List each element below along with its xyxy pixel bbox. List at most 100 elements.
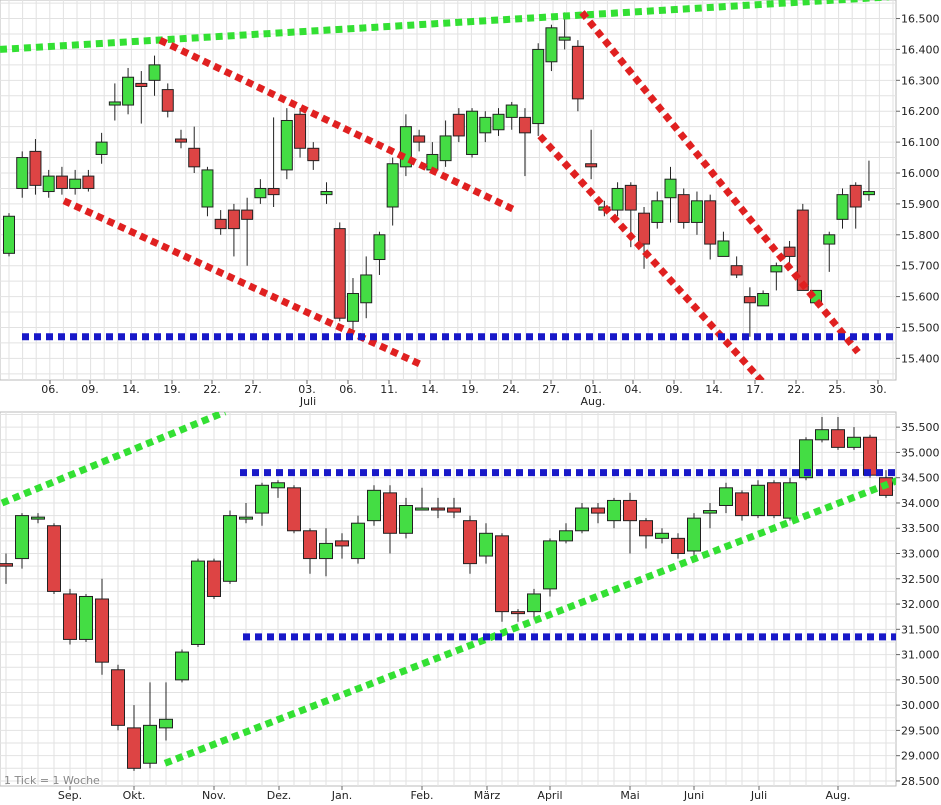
candle-body — [558, 36, 571, 41]
candle-body — [383, 492, 397, 534]
tick-note: 1 Tick = 1 Woche — [4, 774, 100, 787]
bottom-y-axis-labels: 35.500 35.000 34.500 34.000 33.500 33.000 32.5… — [896, 421, 940, 788]
candle-body — [271, 482, 285, 489]
top-month-label-juli: Juli — [299, 395, 316, 408]
candle-body — [320, 191, 333, 196]
x-tick-label: Okt. — [123, 789, 146, 802]
candle-body — [559, 530, 573, 542]
y-tick-label: 34.500 — [901, 472, 940, 485]
candle-body — [254, 187, 267, 199]
x-tick-label: 06. — [339, 383, 357, 396]
y-tick-label: 15.400 — [901, 352, 940, 365]
candle-body — [743, 296, 756, 304]
candle-body — [29, 150, 42, 186]
candle-body — [148, 64, 161, 81]
candle-body — [836, 194, 849, 220]
candle-body — [161, 89, 174, 112]
trendline — [579, 10, 861, 355]
x-tick-label: 22. — [787, 383, 805, 396]
y-tick-label: 15.900 — [901, 198, 940, 211]
candle-body — [307, 147, 320, 162]
candle-body — [188, 147, 201, 168]
candle-body — [280, 119, 293, 171]
bottom-candles — [0, 417, 893, 771]
candle-body — [333, 228, 346, 319]
top-x-axis-labels: 06. 09. 14. 19. 22. 27. 03. 06. 11. 14. 19. 24. 27. 0… — [41, 380, 887, 396]
candle-body — [585, 163, 598, 168]
candle-body — [591, 507, 605, 514]
candle-body — [95, 598, 109, 663]
candle-body — [783, 482, 797, 519]
candle-body — [373, 234, 386, 261]
candle-body — [607, 499, 621, 522]
candle-body — [143, 724, 157, 764]
candle-body — [545, 27, 558, 63]
x-tick-label: 14. — [421, 383, 439, 396]
trendline — [537, 133, 766, 380]
candle-body — [770, 265, 783, 273]
y-tick-label: 16.100 — [901, 136, 940, 149]
candle-body — [207, 560, 221, 597]
candle-body — [135, 82, 148, 88]
candle-body — [664, 178, 677, 199]
candle-body — [431, 507, 445, 511]
candle-body — [677, 194, 690, 223]
candle-body — [862, 191, 875, 196]
candle-body — [335, 540, 349, 547]
y-tick-label: 31.000 — [901, 649, 940, 662]
bottom-x-axis-labels: Sep. Okt. Nov. Dez. Jan. Feb. März April Mai Juni… — [58, 786, 850, 802]
x-tick-label: Sep. — [58, 789, 82, 802]
candle-body — [479, 116, 492, 134]
candle-body — [360, 274, 373, 304]
bottom-trendlines — [0, 412, 896, 767]
candle-body — [223, 515, 237, 582]
candle-body — [704, 200, 717, 245]
candle-body — [466, 110, 479, 155]
candle-body — [346, 292, 359, 322]
x-tick-label: Mai — [620, 789, 639, 802]
y-tick-label: 16.400 — [901, 43, 940, 56]
top-trendlines — [0, 0, 896, 380]
candle-body — [413, 135, 426, 143]
candle-body — [505, 104, 518, 118]
candle-body — [447, 507, 461, 513]
x-tick-label: April — [537, 789, 562, 802]
candle-body — [796, 209, 809, 291]
y-tick-label: 16.200 — [901, 105, 940, 118]
top-month-label-aug: Aug. — [581, 395, 606, 408]
x-tick-label: 30. — [869, 383, 887, 396]
candle-body — [823, 234, 836, 245]
y-tick-label: 35.000 — [901, 446, 940, 459]
candle-body — [638, 212, 651, 245]
x-tick-label: 27. — [542, 383, 560, 396]
top-plot-area — [0, 0, 897, 381]
candle-body — [847, 436, 861, 448]
candle-body — [463, 520, 477, 565]
candle-body — [227, 209, 240, 230]
candle-body — [108, 101, 121, 106]
x-tick-label: 27. — [244, 383, 262, 396]
candle-body — [287, 487, 301, 532]
x-tick-label: 03. — [298, 383, 316, 396]
candle-body — [399, 505, 413, 534]
bottom-chart-panel: 35.500 35.000 34.500 34.000 33.500 33.000 32.5… — [0, 411, 940, 802]
candle-body — [751, 484, 765, 517]
y-tick-label: 32.000 — [901, 598, 940, 611]
candle-body — [175, 651, 189, 681]
x-tick-label: 14. — [705, 383, 723, 396]
candle-body — [399, 126, 412, 168]
candle-body — [651, 200, 664, 223]
y-tick-label: 16.000 — [901, 167, 940, 180]
candle-body — [767, 482, 781, 517]
x-tick-label: 11. — [380, 383, 398, 396]
y-tick-label: 30.000 — [901, 699, 940, 712]
candle-body — [849, 184, 862, 208]
top-candles — [3, 12, 875, 337]
candle-body — [717, 240, 730, 257]
candle-body — [799, 439, 813, 479]
x-tick-label: März — [474, 789, 501, 802]
y-tick-label: 15.800 — [901, 229, 940, 242]
trendline — [163, 477, 896, 767]
candle-body — [255, 484, 269, 514]
